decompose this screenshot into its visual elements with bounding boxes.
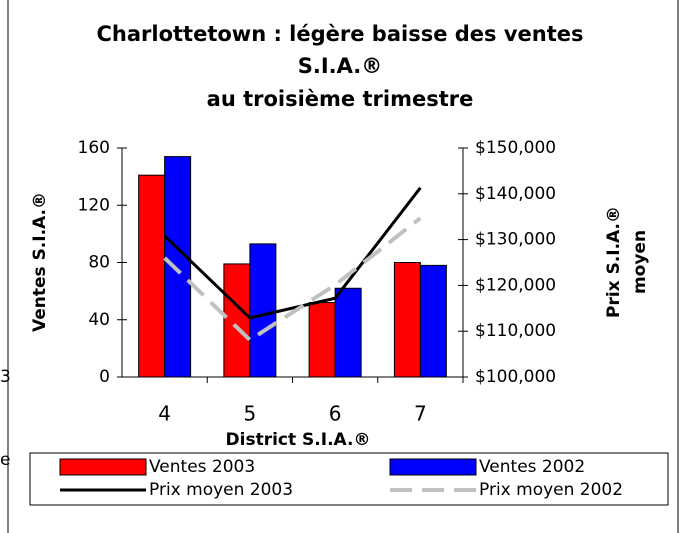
chart-title: au troisième trimestre <box>207 87 474 111</box>
legend-swatch <box>389 458 477 476</box>
y2-tick-label: $130,000 <box>475 230 556 250</box>
line-series <box>163 216 422 343</box>
y2-tick-label: $150,000 <box>475 138 556 158</box>
y2-tick-label: $120,000 <box>475 275 556 295</box>
line-series <box>163 186 422 320</box>
fragment: 3 <box>0 367 11 387</box>
y-tick-label: 0 <box>99 367 110 387</box>
bar <box>249 243 277 378</box>
legend-label: Prix moyen 2003 <box>149 480 293 500</box>
legend-label: Ventes 2002 <box>479 457 585 477</box>
y-tick-label: 120 <box>78 195 110 215</box>
legend-label: Prix moyen 2002 <box>479 480 623 500</box>
bar <box>393 262 421 378</box>
y2-tick-label: $140,000 <box>475 184 556 204</box>
y2-axis-label: moyen <box>630 230 650 294</box>
y-tick-label: 160 <box>78 138 110 158</box>
y2-tick-label: $100,000 <box>475 367 556 387</box>
chart-title: Charlottetown : légère baisse des ventes <box>97 22 584 46</box>
y2-axis-label: Prix S.I.A.® <box>604 206 624 318</box>
bar <box>334 287 362 378</box>
fragment: e <box>0 450 10 470</box>
x-tick-label: 5 <box>244 402 257 426</box>
bar <box>164 156 192 378</box>
x-tick-label: 6 <box>329 402 342 426</box>
legend-label: Ventes 2003 <box>149 457 255 477</box>
y-tick-label: 80 <box>88 253 110 273</box>
x-axis-label: District S.I.A.® <box>226 430 371 450</box>
legend-box <box>29 452 669 506</box>
bar <box>308 302 336 378</box>
y2-tick-label: $110,000 <box>475 321 556 341</box>
y-axis-label: Ventes S.I.A.® <box>30 192 50 332</box>
chart-title: S.I.A.® <box>298 54 383 78</box>
bar <box>223 263 251 378</box>
x-tick-label: 4 <box>158 402 171 426</box>
y-tick-label: 40 <box>88 310 110 330</box>
x-tick-label: 7 <box>414 402 427 426</box>
bar <box>419 264 447 378</box>
bar <box>138 174 166 378</box>
legend-swatch <box>59 458 147 476</box>
